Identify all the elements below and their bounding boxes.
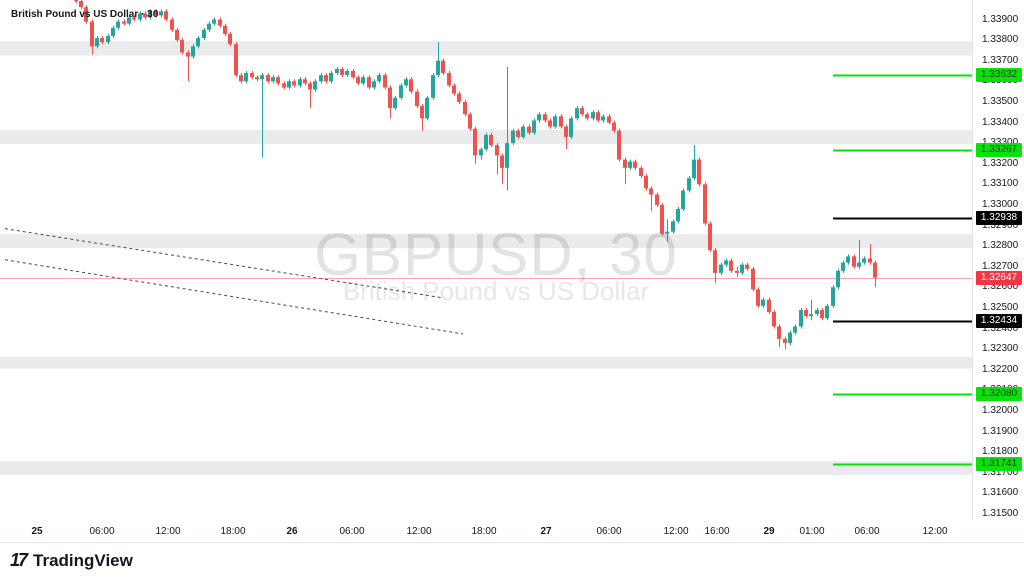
time-tick-label: 25 (31, 526, 43, 537)
price-tick-label: 1.31900 (982, 425, 1019, 437)
price-tick-label: 1.33200 (982, 157, 1019, 169)
price-level-label: 1.32938 (976, 210, 1022, 225)
time-tick-label: 26 (286, 526, 298, 537)
time-tick-label: 27 (540, 526, 552, 537)
time-tick-label: 01:00 (799, 526, 825, 537)
price-axis[interactable]: 1.339001.338001.337001.336001.335001.334… (972, 0, 1024, 542)
tradingview-logo-text: TradingView (33, 550, 133, 570)
time-tick-label: 18:00 (471, 526, 497, 537)
time-tick-label: 29 (763, 526, 775, 537)
price-tick-label: 1.33400 (982, 116, 1019, 128)
price-tick-label: 1.32500 (982, 301, 1019, 313)
time-tick-label: 06:00 (854, 526, 880, 537)
time-tick-label: 06:00 (339, 526, 365, 537)
price-level-label: 1.32647 (976, 270, 1022, 285)
price-level-label: 1.32434 (976, 314, 1022, 329)
price-tick-label: 1.33700 (982, 54, 1019, 66)
time-tick-label: 12:00 (922, 526, 948, 537)
price-tick-label: 1.33300 (982, 137, 1018, 148)
price-level-label: 1.33267 (976, 142, 1022, 157)
price-tick-label: 1.32000 (982, 404, 1019, 416)
price-tick-label: 1.31600 (982, 487, 1019, 499)
time-tick-label: 06:00 (596, 526, 622, 537)
tradingview-logo-icon: 17 (10, 550, 28, 570)
time-tick-label: 12:00 (406, 526, 432, 537)
price-tick-label: 1.33900 (982, 13, 1019, 25)
price-tick-label: 1.33800 (982, 34, 1019, 46)
price-tick-label: 1.31700 (982, 466, 1019, 478)
price-level-label: 1.31741 (976, 457, 1022, 472)
symbol-legend[interactable]: British Pound vs US Dollar · 30 (11, 9, 159, 20)
price-level-label: 1.33632 (976, 67, 1022, 82)
time-tick-label: 16:00 (704, 526, 730, 537)
price-tick-label: 1.32200 (982, 363, 1019, 375)
price-tick-label: 1.33500 (982, 95, 1019, 107)
price-tick-label: 1.32300 (982, 343, 1019, 355)
price-tick-label: 1.32800 (982, 240, 1019, 252)
price-tick-label: 1.32700 (982, 260, 1019, 272)
price-tick-label: 1.33100 (982, 178, 1019, 190)
time-tick-label: 06:00 (89, 526, 115, 537)
tradingview-logo[interactable]: 17 TradingView (10, 550, 133, 571)
price-tick-label: 1.32600 (982, 281, 1019, 293)
time-tick-label: 12:00 (663, 526, 689, 537)
time-tick-label: 18:00 (220, 526, 246, 537)
price-tick-label: 1.33000 (982, 198, 1019, 210)
time-axis[interactable]: 25 06:00 12:00 18:00 26 06:00 12:00 18:00 27 06:0… (0, 520, 1024, 542)
price-tick-label: 1.32900 (982, 219, 1019, 231)
price-level-label: 1.32080 (976, 387, 1022, 402)
price-tick-label: 1.31500 (982, 507, 1019, 519)
price-tick-label: 1.31800 (982, 446, 1019, 458)
time-tick-label: 12:00 (155, 526, 181, 537)
